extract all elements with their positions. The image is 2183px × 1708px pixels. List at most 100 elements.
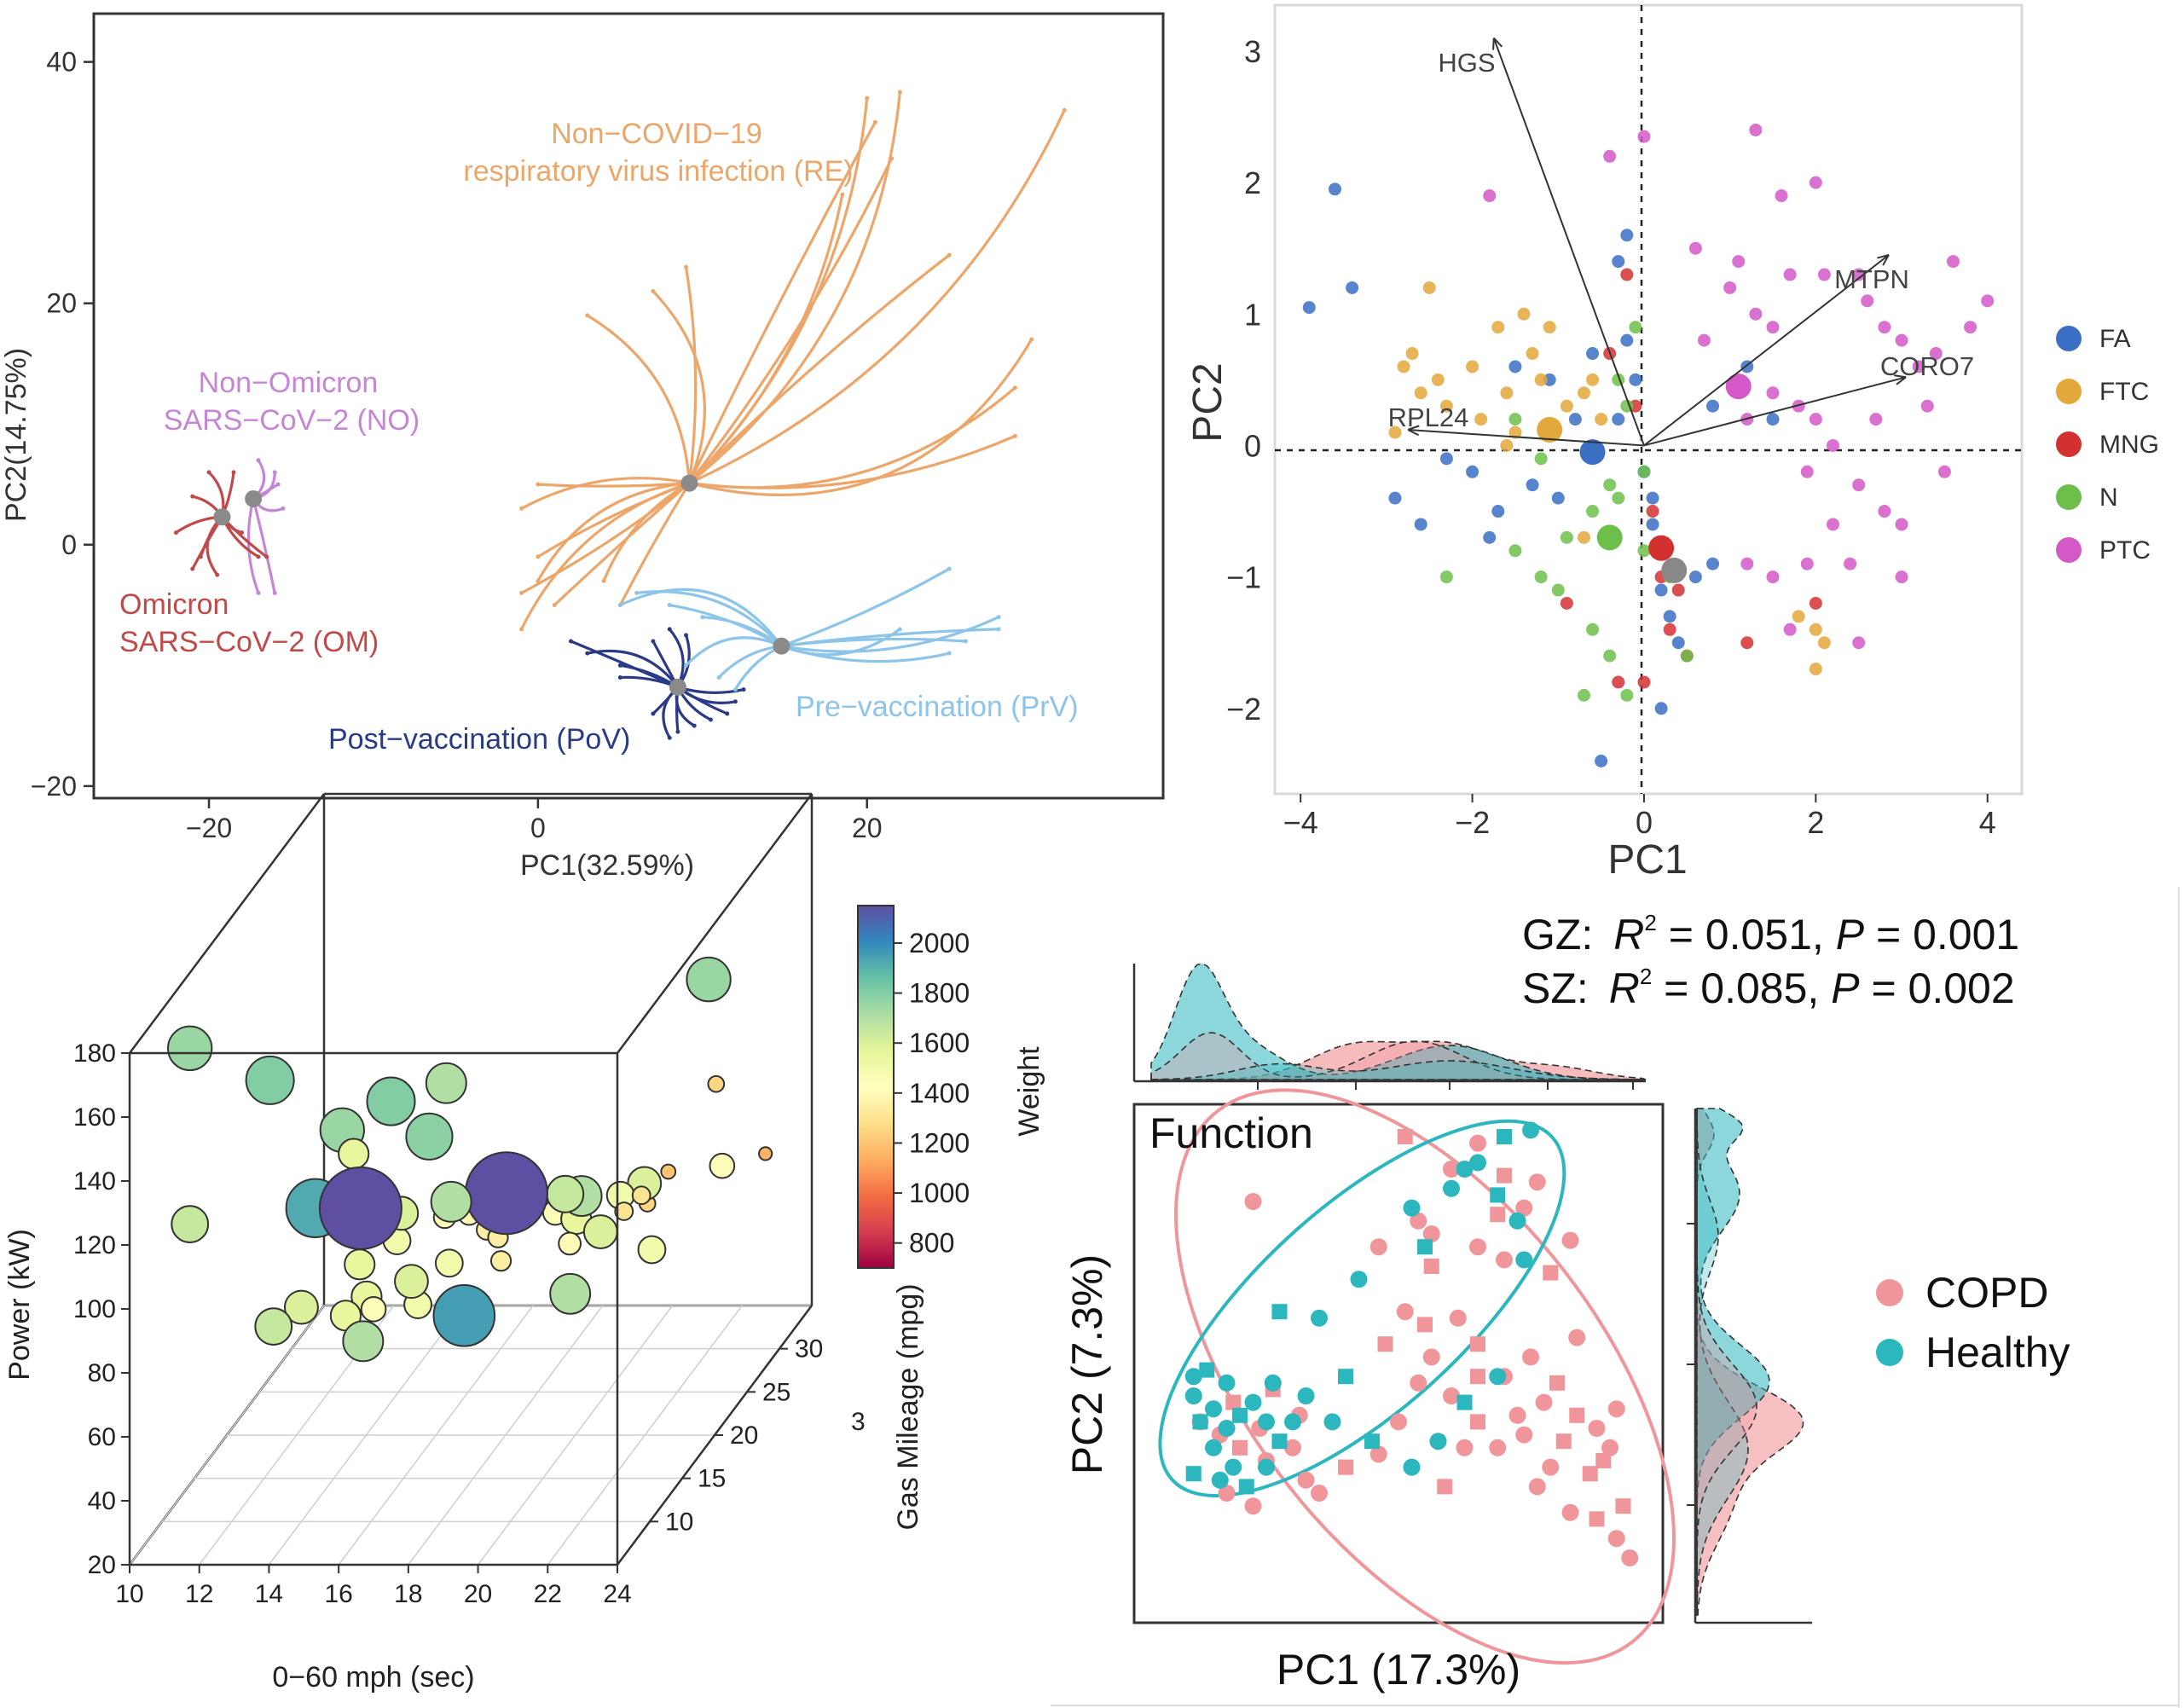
point-ptc xyxy=(1895,333,1908,347)
y-tick-label: 0 xyxy=(61,530,77,560)
trajectory-center xyxy=(213,508,231,526)
legend: FA FTC MNG N PTC xyxy=(2056,325,2159,565)
trajectory-end xyxy=(585,651,590,656)
x-tick-label: −20 xyxy=(186,813,232,843)
density-curve xyxy=(1150,1032,1646,1080)
point-healthy xyxy=(1218,1420,1236,1437)
point-ptc xyxy=(1826,518,1839,531)
pca-points xyxy=(1184,1121,1639,1566)
point-copd xyxy=(1515,1426,1533,1444)
point-healthy xyxy=(1403,1199,1421,1217)
point-mng xyxy=(1646,505,1659,518)
point-ftc xyxy=(1595,413,1608,426)
point-healthy xyxy=(1264,1374,1282,1392)
legend-label: Healthy xyxy=(1925,1329,2070,1376)
bubble xyxy=(686,956,732,1003)
point-ptc xyxy=(1766,321,1780,334)
grid-line xyxy=(129,1305,325,1566)
point-fa xyxy=(1688,570,1702,584)
point-n xyxy=(1620,688,1634,702)
trajectory-end xyxy=(617,663,622,668)
trajectory-end xyxy=(651,289,656,294)
point-copd xyxy=(1377,1336,1393,1352)
grid-line xyxy=(268,1305,465,1566)
trajectory-line xyxy=(536,481,691,582)
bubble xyxy=(171,1205,210,1243)
point-copd xyxy=(1515,1199,1533,1217)
trajectory-end xyxy=(716,675,721,680)
arrow-head xyxy=(1877,253,1890,266)
point-mng xyxy=(1809,596,1822,610)
trajectory-line xyxy=(246,497,260,594)
point-copd xyxy=(1607,1400,1625,1418)
trajectory-end xyxy=(272,470,277,475)
density-curve xyxy=(1696,1109,1757,1616)
trajectory-end xyxy=(667,603,672,608)
point-copd xyxy=(1589,1511,1605,1527)
point-ptc xyxy=(1783,268,1797,281)
ellipse-healthy xyxy=(1158,1119,1566,1498)
loading-label: MTPN xyxy=(1834,264,1909,294)
centroid-mng xyxy=(1648,535,1675,561)
x-tick-label: 12 xyxy=(185,1580,213,1608)
point-copd xyxy=(1543,1265,1559,1281)
colorbar xyxy=(857,905,895,1269)
point-copd xyxy=(1490,1207,1506,1223)
x-axis-label: 0−60 mph (sec) xyxy=(272,1661,474,1694)
grid-line xyxy=(477,1305,674,1566)
point-ftc xyxy=(1534,373,1548,386)
loading-label: RPL24 xyxy=(1388,402,1469,432)
point-ftc xyxy=(1474,413,1488,426)
point-healthy xyxy=(1429,1433,1447,1450)
trajectory-end xyxy=(190,566,195,571)
trajectory-line xyxy=(687,193,844,485)
label-prv: Pre−vaccination (PrV) xyxy=(796,691,1079,723)
point-copd xyxy=(1423,1259,1439,1274)
point-n xyxy=(1577,688,1590,702)
point-healthy xyxy=(1258,1413,1275,1431)
y-tick-label: 1 xyxy=(1244,297,1261,332)
trajectory-end xyxy=(947,252,952,258)
y-tick-label: 80 xyxy=(88,1359,116,1387)
biplot-points xyxy=(1302,123,1995,767)
point-healthy xyxy=(1297,1387,1315,1404)
point-healthy xyxy=(1271,1433,1288,1450)
arrow-head xyxy=(1407,425,1420,437)
bubble xyxy=(254,1307,293,1346)
point-ftc xyxy=(1792,610,1805,623)
trajectory-end xyxy=(536,554,541,559)
trajectory-end xyxy=(684,264,689,269)
colorbar-tick-label: 1600 xyxy=(909,1028,970,1058)
trajectory-end xyxy=(872,119,877,124)
trajectory-end xyxy=(667,735,672,740)
centroid-fa xyxy=(1579,439,1606,466)
trajectory-end xyxy=(692,723,697,728)
point-copd xyxy=(1607,1530,1625,1548)
trajectory-center xyxy=(773,637,790,655)
trajectory-end xyxy=(675,729,680,734)
bubble xyxy=(637,1235,667,1265)
grid-line xyxy=(547,1305,743,1566)
x-tick-label: −4 xyxy=(1283,805,1318,840)
top-density xyxy=(1132,962,1647,1090)
colorbar-tick-label: 1200 xyxy=(909,1127,970,1158)
point-ftc xyxy=(1388,426,1402,439)
point-ptc xyxy=(1800,465,1814,478)
trajectory-end xyxy=(198,554,203,559)
trajectory-end xyxy=(651,639,656,644)
arrow-head xyxy=(1894,374,1907,385)
point-healthy xyxy=(1232,1407,1248,1423)
point-healthy xyxy=(1489,1368,1507,1386)
point-fa xyxy=(1620,229,1634,242)
legend-swatch xyxy=(2056,326,2082,351)
point-copd xyxy=(1470,1369,1485,1385)
point-ptc xyxy=(1964,321,1977,334)
z-tick-label: 15 xyxy=(698,1465,726,1493)
point-ptc xyxy=(1740,557,1754,570)
bubble xyxy=(167,1025,213,1072)
point-mng xyxy=(1663,622,1676,636)
trajectory-end xyxy=(651,711,656,716)
bubble xyxy=(344,1248,376,1281)
point-copd xyxy=(1470,1336,1485,1352)
y-tick-label: 3 xyxy=(1244,34,1261,69)
